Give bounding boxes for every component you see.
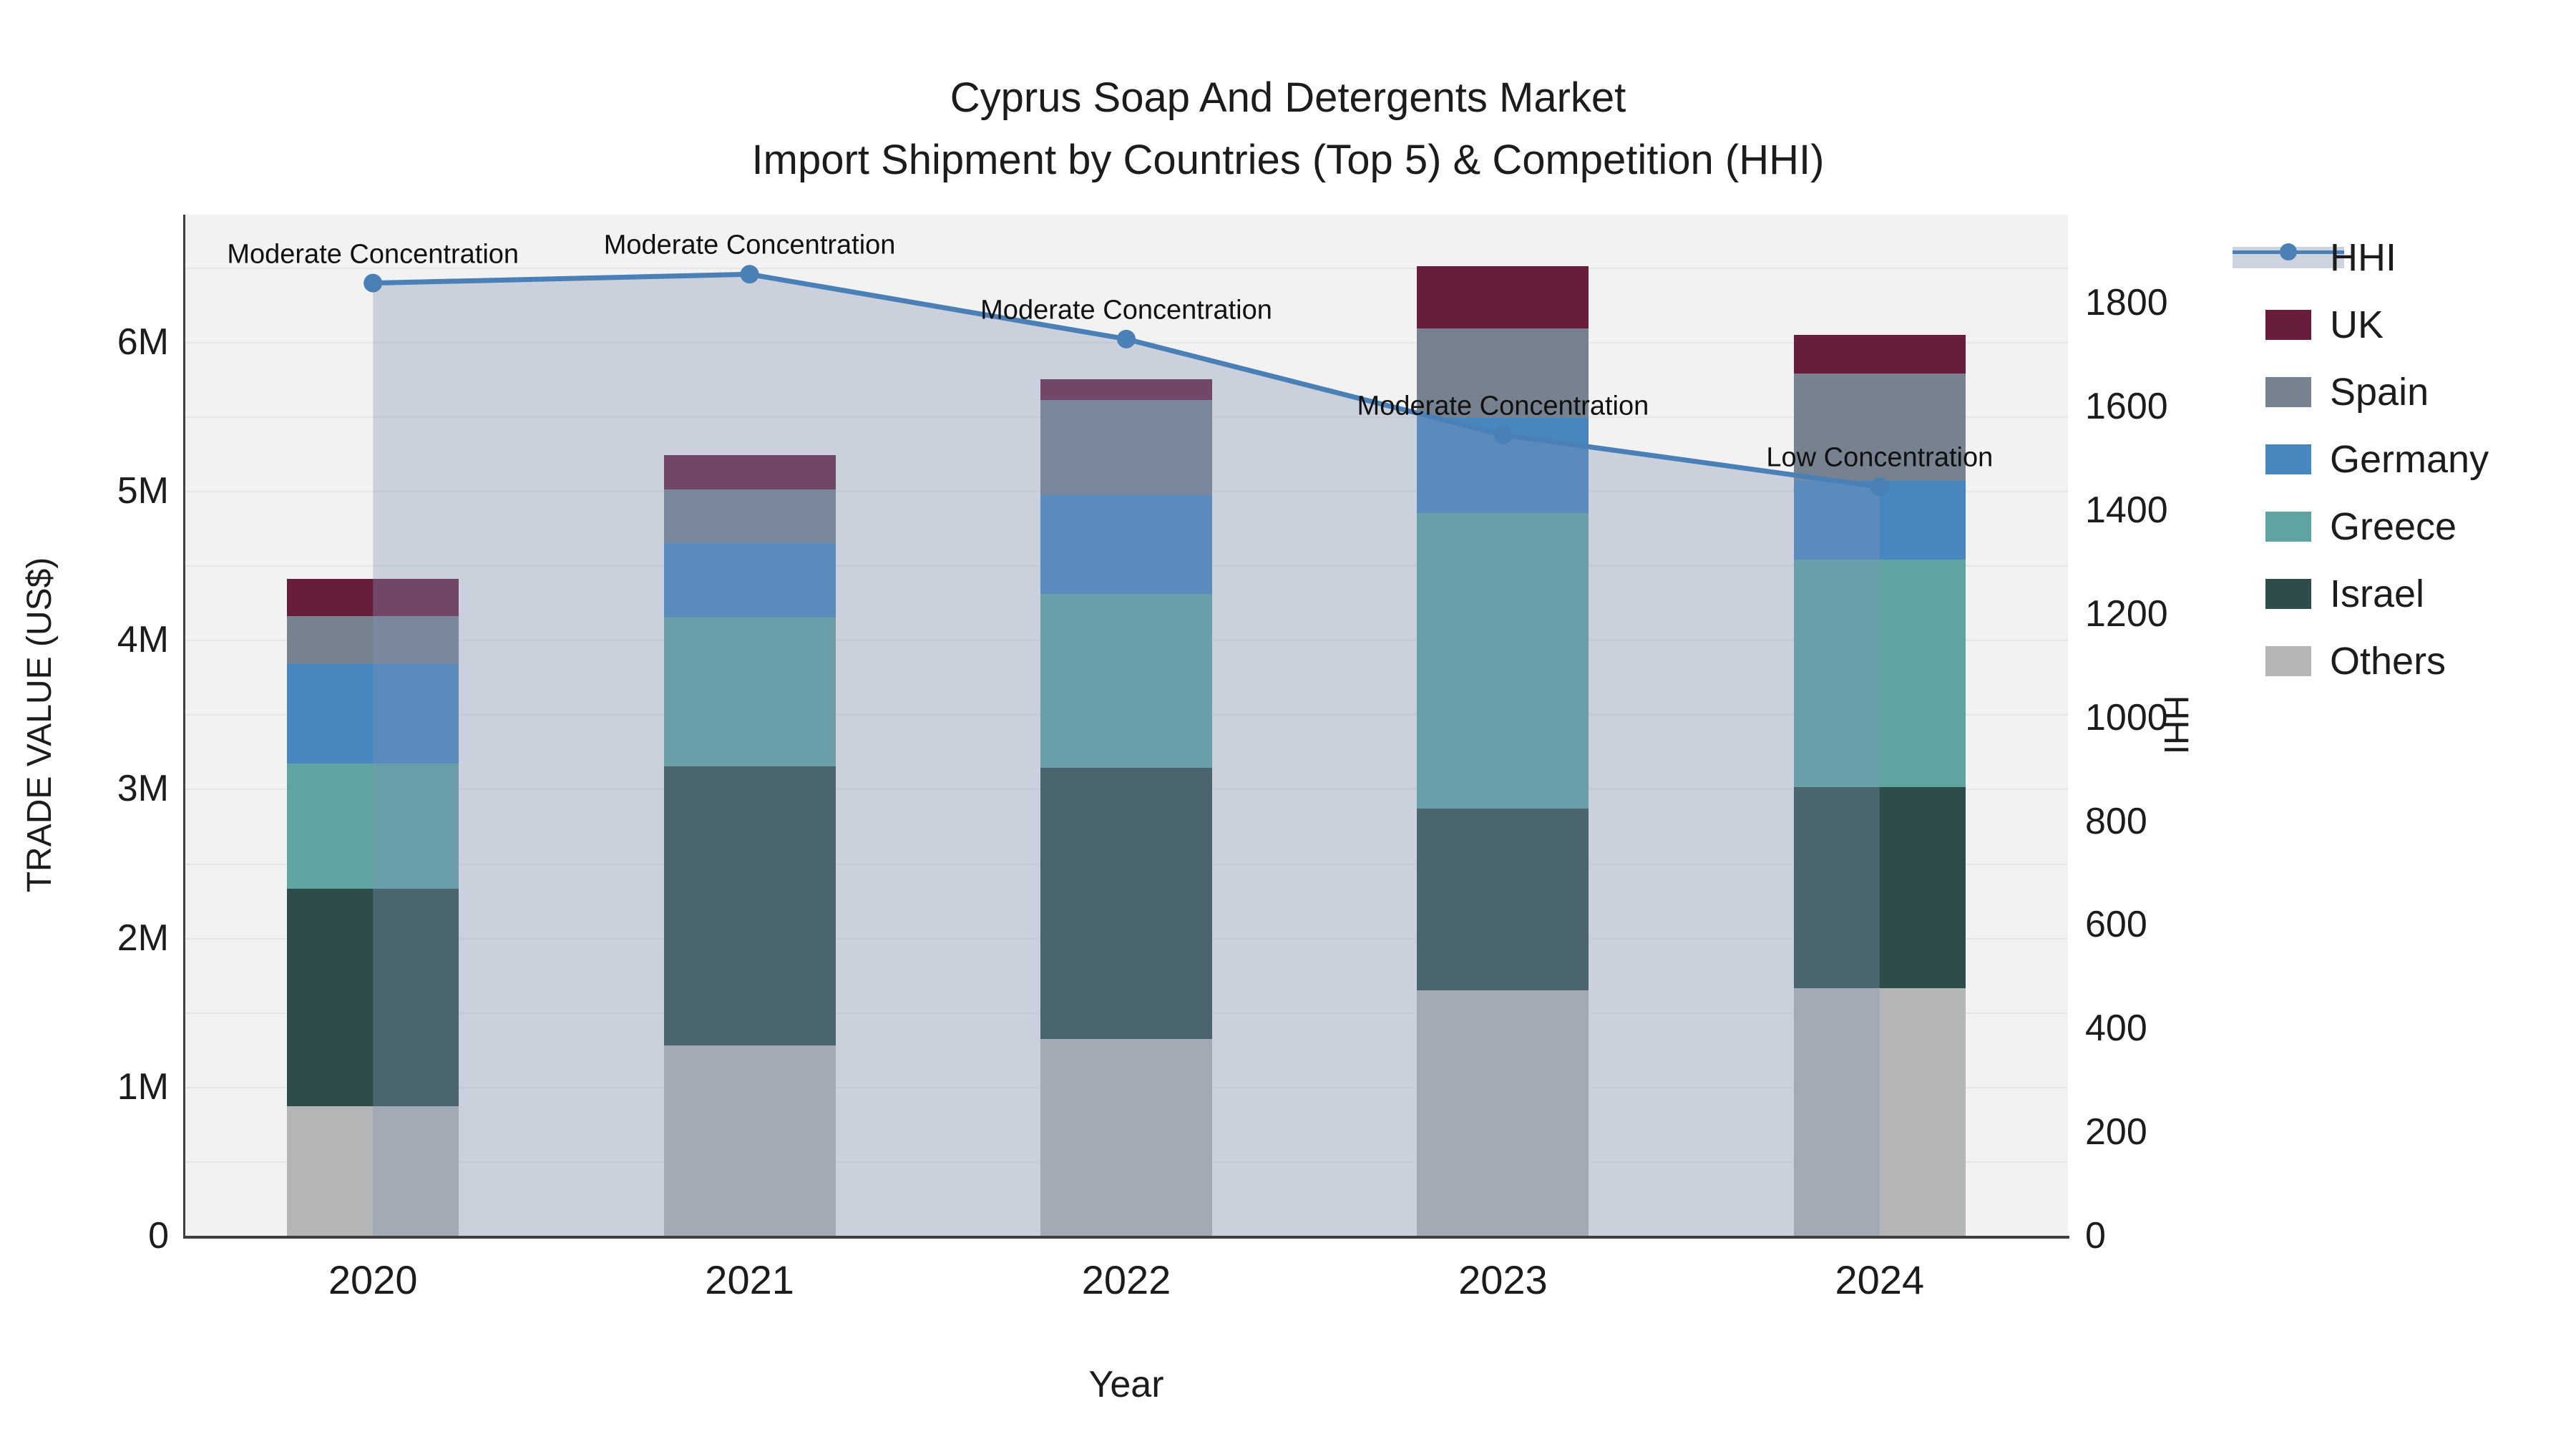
x-tick-2021: 2021 xyxy=(705,1257,794,1302)
legend-label: UK xyxy=(2330,303,2384,346)
right-tick-label: 600 xyxy=(2085,904,2147,946)
annotation-2021: Moderate Concentration xyxy=(603,230,896,260)
right-tick-label: 1600 xyxy=(2085,386,2168,427)
bar-2022-greece[interactable] xyxy=(1040,593,1212,769)
left-axis-spine xyxy=(183,215,185,1237)
right-tick-label: 1200 xyxy=(2085,592,2168,635)
bar-2022-germany[interactable] xyxy=(1040,495,1212,594)
annotation-2024: Low Concentration xyxy=(1766,442,1994,473)
bar-2023-israel[interactable] xyxy=(1417,808,1589,990)
bar-2024-israel[interactable] xyxy=(1793,787,1966,989)
chart-title-line2: Import Shipment by Countries (Top 5) & C… xyxy=(751,137,1825,183)
bar-2020-greece[interactable] xyxy=(287,763,459,889)
bar-2024-others[interactable] xyxy=(1793,988,1966,1236)
left-tick-label: 0 xyxy=(148,1215,169,1257)
bar-2020-germany[interactable] xyxy=(287,663,459,764)
legend-label: Germany xyxy=(2330,438,2489,481)
left-tick-label: 3M xyxy=(117,768,169,810)
x-tick-2020: 2020 xyxy=(328,1257,418,1302)
bar-2021-greece[interactable] xyxy=(663,618,836,767)
bar-2023-greece[interactable] xyxy=(1417,513,1589,809)
right-tick-label: 1000 xyxy=(2085,696,2168,738)
gridline xyxy=(185,341,2068,343)
bar-2021-israel[interactable] xyxy=(663,766,836,1045)
bar-2020-spain[interactable] xyxy=(287,616,459,664)
bar-2024-uk[interactable] xyxy=(1793,334,1966,374)
right-tick-label: 800 xyxy=(2085,800,2147,842)
x-tick-2022: 2022 xyxy=(1081,1257,1171,1302)
legend-label: Others xyxy=(2330,640,2446,683)
gridline xyxy=(185,267,2068,269)
legend-label: HHI xyxy=(2330,236,2396,279)
legend-item-uk[interactable]: UK xyxy=(2233,303,2533,346)
x-tick-2023: 2023 xyxy=(1458,1257,1548,1302)
right-tick-label: 1400 xyxy=(2085,489,2168,531)
left-tick-label: 2M xyxy=(117,917,169,959)
legend-swatch-greece xyxy=(2265,512,2311,542)
legend-item-hhi[interactable]: HHI xyxy=(2233,236,2533,279)
legend-label: Spain xyxy=(2330,371,2429,414)
annotation-2020: Moderate Concentration xyxy=(227,239,519,270)
legend-item-others[interactable]: Others xyxy=(2233,640,2533,683)
legend-item-spain[interactable]: Spain xyxy=(2233,371,2533,414)
legend-item-israel[interactable]: Israel xyxy=(2233,572,2533,615)
legend-label: Israel xyxy=(2330,572,2425,615)
bar-2021-germany[interactable] xyxy=(663,543,836,618)
bar-2022-spain[interactable] xyxy=(1040,400,1212,496)
bar-2023-others[interactable] xyxy=(1417,990,1589,1236)
bar-2024-greece[interactable] xyxy=(1793,559,1966,788)
bar-2022-israel[interactable] xyxy=(1040,768,1212,1040)
right-tick-label: 400 xyxy=(2085,1008,2147,1050)
left-tick-label: 6M xyxy=(117,321,169,363)
x-tick-2024: 2024 xyxy=(1835,1257,1925,1302)
left-tick-label: 1M xyxy=(117,1065,169,1108)
bar-2022-uk[interactable] xyxy=(1040,379,1212,401)
chart-title-line1: Cyprus Soap And Detergents Market xyxy=(950,74,1626,121)
bar-2020-israel[interactable] xyxy=(287,888,459,1106)
right-tick-label: 0 xyxy=(2085,1215,2106,1257)
left-tick-label: 5M xyxy=(117,470,169,512)
left-tick-label: 4M xyxy=(117,619,169,661)
bar-2020-others[interactable] xyxy=(287,1106,459,1236)
legend-item-greece[interactable]: Greece xyxy=(2233,505,2533,548)
legend-swatch-others xyxy=(2265,646,2311,676)
legend-swatch-germany xyxy=(2265,444,2311,474)
bar-2023-germany[interactable] xyxy=(1417,418,1589,514)
right-tick-label: 1800 xyxy=(2085,282,2168,324)
bar-2021-uk[interactable] xyxy=(663,455,836,490)
annotation-2022: Moderate Concentration xyxy=(980,295,1272,326)
right-tick-label: 200 xyxy=(2085,1111,2147,1153)
left-axis-title: TRADE VALUE (US$) xyxy=(21,557,59,893)
bottom-axis-spine xyxy=(183,1236,2069,1239)
bar-2022-others[interactable] xyxy=(1040,1039,1212,1236)
legend-swatch-uk xyxy=(2265,310,2311,340)
bar-2021-spain[interactable] xyxy=(663,489,836,543)
legend-swatch-israel xyxy=(2265,579,2311,609)
bar-2020-uk[interactable] xyxy=(287,578,459,616)
bar-2023-uk[interactable] xyxy=(1417,265,1589,329)
bar-2021-others[interactable] xyxy=(663,1045,836,1236)
right-axis-title: HHI xyxy=(2157,695,2195,755)
x-axis-title: Year xyxy=(1088,1364,1164,1405)
legend-item-germany[interactable]: Germany xyxy=(2233,438,2533,481)
legend-swatch-spain xyxy=(2265,377,2311,407)
bar-2024-germany[interactable] xyxy=(1793,480,1966,560)
legend-label: Greece xyxy=(2330,505,2457,548)
hhi-legend-marker xyxy=(2280,243,2297,260)
annotation-2023: Moderate Concentration xyxy=(1357,391,1649,421)
